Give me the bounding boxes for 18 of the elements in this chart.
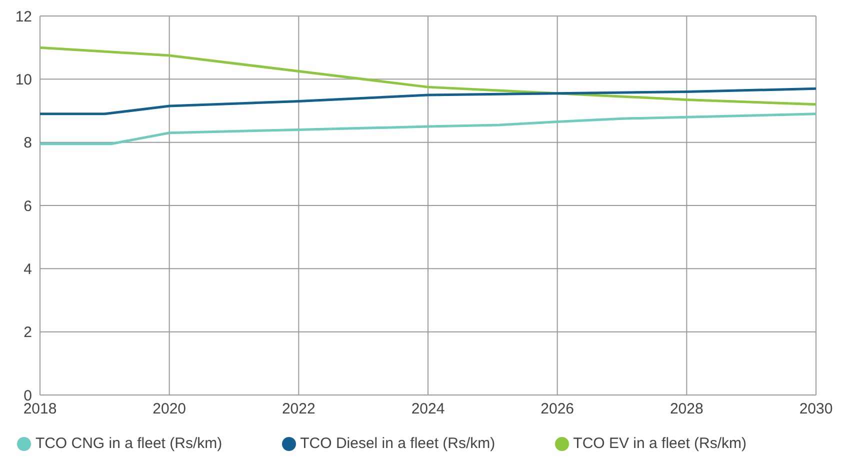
- y-tick-label: 8: [24, 134, 32, 152]
- x-tick-label: 2022: [282, 400, 316, 418]
- x-tick-label: 2026: [540, 400, 574, 418]
- y-tick-label: 6: [24, 198, 32, 215]
- y-tick-label: 12: [15, 8, 32, 26]
- x-tick-label: 2030: [799, 400, 833, 418]
- legend-label: TCO EV in a fleet (Rs/km): [573, 435, 747, 452]
- x-tick-label: 2028: [670, 400, 704, 418]
- line-series: [40, 87, 816, 116]
- y-tick-label: 4: [24, 260, 32, 278]
- legend-label: TCO Diesel in a fleet (Rs/km): [300, 435, 496, 452]
- line-series: [40, 112, 816, 146]
- legend-label: TCO CNG in a fleet (Rs/km): [35, 435, 222, 452]
- y-tick-label: 2: [24, 324, 32, 342]
- line-series: [40, 46, 816, 106]
- x-tick-label: 2020: [152, 400, 186, 418]
- y-tick-label: 10: [15, 71, 32, 88]
- x-tick-label: 2024: [411, 400, 445, 418]
